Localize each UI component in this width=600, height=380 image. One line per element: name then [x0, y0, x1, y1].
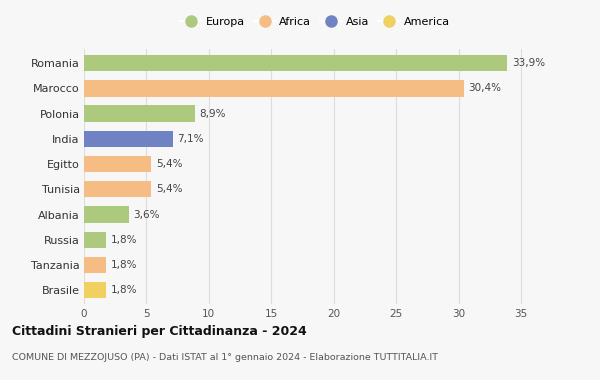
Bar — [84, 106, 195, 122]
Bar — [84, 55, 507, 71]
Text: 1,8%: 1,8% — [111, 285, 137, 295]
Text: 1,8%: 1,8% — [111, 260, 137, 270]
Bar — [84, 206, 129, 223]
Text: COMUNE DI MEZZOJUSO (PA) - Dati ISTAT al 1° gennaio 2024 - Elaborazione TUTTITAL: COMUNE DI MEZZOJUSO (PA) - Dati ISTAT al… — [12, 353, 438, 362]
Text: 8,9%: 8,9% — [200, 109, 226, 119]
Text: Cittadini Stranieri per Cittadinanza - 2024: Cittadini Stranieri per Cittadinanza - 2… — [12, 325, 307, 338]
Bar — [84, 231, 106, 248]
Bar — [84, 80, 464, 97]
Text: 33,9%: 33,9% — [512, 58, 545, 68]
Text: 5,4%: 5,4% — [156, 159, 182, 169]
Text: 1,8%: 1,8% — [111, 235, 137, 245]
Text: 7,1%: 7,1% — [177, 134, 203, 144]
Bar — [84, 156, 151, 172]
Text: 3,6%: 3,6% — [133, 209, 160, 220]
Text: 5,4%: 5,4% — [156, 184, 182, 194]
Bar — [84, 257, 106, 273]
Bar — [84, 181, 151, 198]
Bar — [84, 282, 106, 298]
Legend: Europa, Africa, Asia, America: Europa, Africa, Asia, America — [180, 17, 450, 27]
Text: 30,4%: 30,4% — [468, 84, 501, 93]
Bar — [84, 131, 173, 147]
